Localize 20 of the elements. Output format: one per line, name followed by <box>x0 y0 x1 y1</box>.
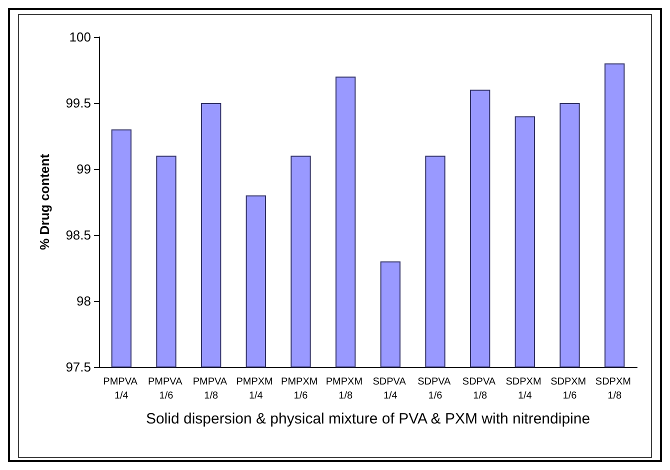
x-tick-label: SDPVA 1/8 <box>462 376 498 402</box>
x-tick-label: SDPXM 1/4 <box>506 376 544 402</box>
x-tick-label: PMPXM 1/6 <box>281 376 320 402</box>
x-tick-label: SDPVA 1/4 <box>372 376 408 402</box>
x-tick-label: PMPVA 1/8 <box>192 376 230 402</box>
y-tick-label: 98.5 <box>66 228 91 242</box>
y-axis-title: % Drug content <box>37 153 52 250</box>
x-tick-label: SDPVA 1/6 <box>418 376 453 402</box>
y-tick-label: 99 <box>76 162 91 176</box>
x-tick-label: PMPXM 1/8 <box>326 376 366 402</box>
x-tick-label: PMPVA 1/6 <box>148 376 184 402</box>
y-tick-label: 98 <box>76 294 91 308</box>
y-tick-label: 100 <box>69 30 91 44</box>
y-tick-label: 99.5 <box>66 96 91 110</box>
x-tick-label: SDPXM 1/8 <box>595 376 634 402</box>
x-tick-label: PMPXM 1/4 <box>236 376 276 402</box>
y-tick-label: 97.5 <box>66 360 91 374</box>
x-tick-label: PMPVA 1/4 <box>103 376 140 402</box>
x-axis-title: Solid dispersion & physical mixture of PVA & PXM with nitrendipine <box>146 410 590 428</box>
x-tick-label: SDPXM 1/6 <box>550 376 589 402</box>
